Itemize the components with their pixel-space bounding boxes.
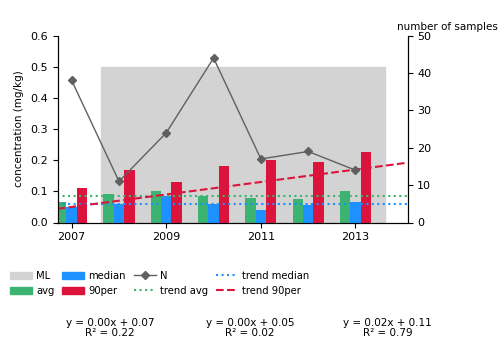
Text: number of samples: number of samples [396,22,498,32]
Bar [161,196,172,222]
Text: y = 0.00x + 0.07: y = 0.00x + 0.07 [66,318,154,328]
Bar [172,182,182,222]
Bar [360,152,371,222]
Bar [256,210,266,222]
Bar [350,202,360,222]
Y-axis label: concentration (mg/kg): concentration (mg/kg) [14,71,24,187]
Text: y = 0.02x + 0.11: y = 0.02x + 0.11 [343,318,432,328]
Bar [314,162,324,222]
Bar [219,167,229,222]
Bar [340,192,350,222]
Bar [292,199,303,222]
Text: R² = 0.22: R² = 0.22 [85,329,135,339]
Bar [124,169,134,222]
Bar [101,67,385,222]
Bar [114,204,124,222]
Text: y = 0.00x + 0.05: y = 0.00x + 0.05 [206,318,294,328]
Bar [66,207,77,222]
Bar [208,204,219,222]
Bar [266,160,276,222]
Bar [198,196,208,222]
Text: R² = 0.79: R² = 0.79 [362,329,412,339]
Bar [150,192,161,222]
Legend: ML, avg, median, 90per, N, trend avg, trend median, trend 90per: ML, avg, median, 90per, N, trend avg, tr… [10,271,309,296]
Bar [77,188,88,222]
Text: R² = 0.02: R² = 0.02 [225,329,275,339]
Bar [303,205,314,222]
Bar [104,194,114,222]
Bar [246,198,256,222]
Bar [56,202,66,222]
